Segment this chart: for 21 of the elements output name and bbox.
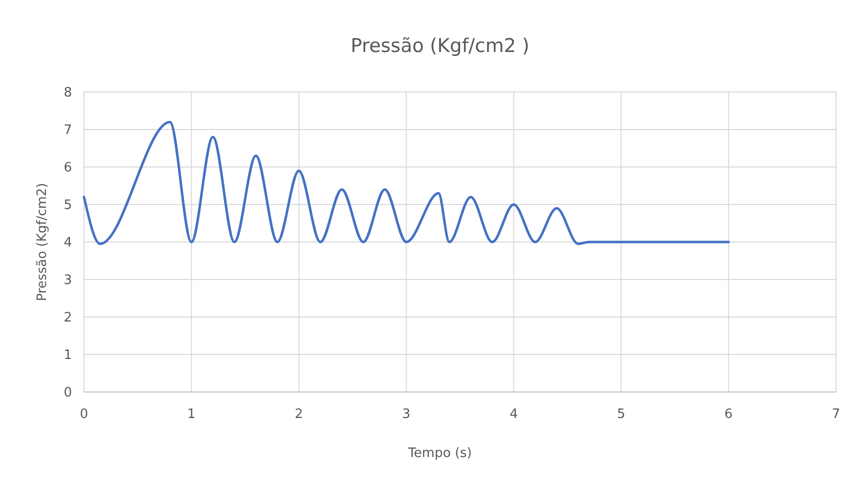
x-axis-title: Tempo (s) [407, 446, 472, 461]
x-tick-label: 5 [617, 407, 626, 422]
y-tick-label: 5 [64, 198, 72, 214]
y-tick-label: 1 [64, 348, 72, 364]
y-tick-label: 7 [64, 123, 72, 138]
chart-title: Pressão (Kgf/cm2 ) [350, 35, 530, 57]
x-tick-label: 3 [402, 407, 410, 422]
y-axis-title: Pressão (Kgf/cm2) [35, 182, 50, 302]
y-tick-label: 4 [64, 236, 72, 251]
y-tick-label: 3 [64, 273, 72, 288]
y-tick-label: 0 [64, 386, 72, 401]
x-tick-label: 1 [187, 407, 196, 422]
y-tick-label: 2 [64, 310, 72, 326]
x-tick-label: 4 [510, 407, 518, 422]
line-series [82, 120, 730, 246]
x-tick-label: 6 [724, 407, 733, 422]
x-tick-label: 2 [294, 407, 303, 422]
x-tick-label: 7 [832, 407, 840, 422]
x-tick-label: 0 [80, 407, 88, 422]
y-tick-label: 6 [64, 160, 72, 176]
y-tick-label: 8 [64, 86, 72, 101]
